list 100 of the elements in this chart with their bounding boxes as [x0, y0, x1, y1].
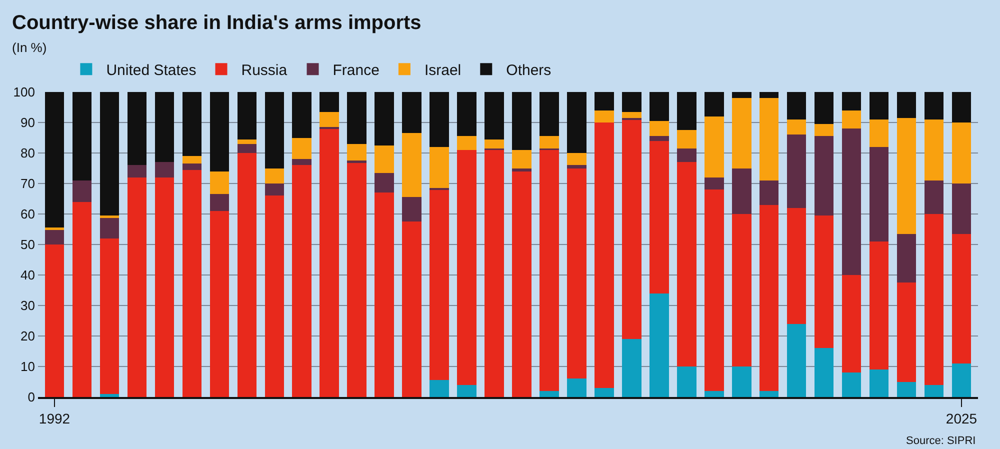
bar [430, 380, 449, 397]
bar [402, 133, 422, 198]
legend-label: France [332, 62, 380, 79]
bar [786, 92, 806, 120]
bar [210, 92, 230, 172]
bar [786, 324, 806, 397]
y-tick-label: 60 [20, 206, 35, 222]
bar [320, 112, 339, 128]
bar [154, 177, 174, 397]
bar [952, 122, 972, 184]
bar [622, 112, 642, 118]
bar [814, 124, 834, 136]
bar [814, 136, 834, 216]
bar [100, 217, 120, 238]
bar [594, 92, 614, 110]
bar [347, 162, 366, 397]
bar [292, 159, 312, 166]
bar [237, 144, 257, 153]
bar [759, 180, 779, 205]
bar [814, 92, 834, 124]
bar [44, 229, 64, 244]
bar [704, 116, 724, 178]
bar [869, 370, 889, 397]
bar [457, 92, 476, 136]
bar [952, 184, 972, 234]
bar [127, 177, 147, 397]
bar [484, 139, 504, 148]
bar [677, 162, 696, 366]
bar [677, 130, 696, 148]
bar [567, 168, 586, 379]
bar [896, 92, 916, 118]
bar [292, 165, 312, 397]
bar [154, 162, 174, 178]
bar [952, 363, 972, 397]
bar [484, 92, 504, 140]
bar [512, 150, 532, 168]
bar [704, 390, 724, 397]
bar [732, 366, 752, 397]
bar [264, 184, 284, 196]
bar [72, 92, 92, 180]
y-tick-label: 10 [20, 359, 35, 374]
bar [896, 382, 916, 397]
bar [924, 180, 944, 214]
bar [704, 92, 724, 116]
bar [786, 208, 806, 324]
bar [210, 194, 230, 211]
y-tick-label: 100 [13, 84, 35, 100]
bar [182, 170, 202, 397]
bar [292, 138, 312, 160]
bar [869, 92, 889, 120]
bar [457, 150, 476, 385]
bar [127, 165, 147, 178]
bar [182, 156, 202, 164]
bar [154, 92, 174, 162]
bar [759, 92, 779, 98]
bar [842, 275, 862, 373]
bar [402, 222, 422, 397]
bar [72, 180, 92, 202]
bar [320, 92, 339, 112]
bar [786, 134, 806, 208]
bar [347, 92, 366, 144]
bar [650, 120, 669, 136]
y-tick-label: 0 [28, 390, 35, 405]
bar [430, 92, 449, 147]
bar [182, 92, 202, 156]
bar [237, 153, 257, 397]
y-tick-label: 50 [20, 237, 35, 252]
bar [374, 172, 394, 193]
chart-title: Country-wise share in India's arms imports [12, 12, 422, 34]
bar [292, 92, 312, 138]
bar [759, 98, 779, 180]
y-tick-label: 20 [20, 328, 35, 344]
bar [210, 210, 230, 397]
bar [457, 384, 476, 397]
bar [842, 372, 862, 397]
bar [650, 140, 669, 294]
bar [210, 171, 230, 194]
bar [594, 122, 614, 388]
bar [540, 92, 559, 136]
bar [952, 234, 972, 364]
bar [786, 119, 806, 135]
bar [650, 293, 669, 397]
bar [732, 98, 752, 168]
legend-label: United States [106, 62, 196, 79]
x-tick-label: 2025 [946, 410, 978, 427]
bar [677, 366, 696, 397]
bar [594, 110, 614, 122]
bar [100, 394, 120, 397]
bar [924, 214, 944, 385]
bar [704, 177, 724, 190]
chart-subtitle: (In %) [12, 40, 47, 55]
bar [347, 144, 366, 161]
bar [540, 136, 559, 148]
bar [374, 92, 394, 146]
bar [264, 92, 284, 168]
bar [512, 171, 532, 397]
bar [567, 378, 586, 397]
bar [594, 388, 614, 397]
bar [484, 150, 504, 397]
bar [650, 92, 669, 121]
